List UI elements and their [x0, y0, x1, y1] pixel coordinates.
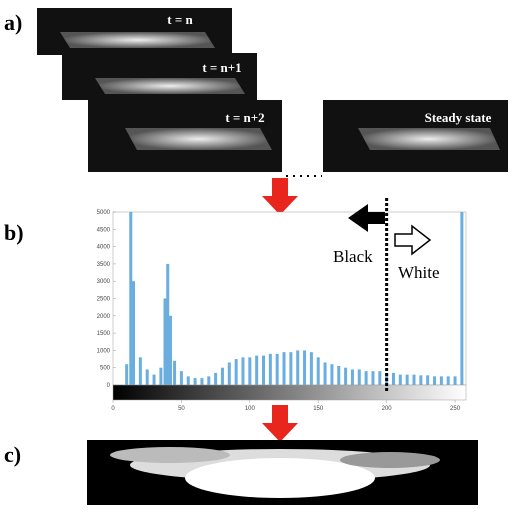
y-tick-label: 4500: [97, 227, 111, 233]
bar: [166, 263, 170, 385]
bar: [159, 367, 163, 385]
bar: [125, 364, 129, 385]
annotation: Black: [333, 247, 373, 266]
bar: [152, 374, 156, 385]
bar: [378, 371, 382, 385]
bar: [275, 353, 279, 385]
bar: [364, 371, 368, 385]
y-tick-label: 1000: [97, 348, 111, 354]
x-tick-label: 250: [450, 406, 461, 412]
bar: [248, 357, 252, 385]
bar: [193, 378, 197, 385]
frame: [323, 100, 508, 172]
y-tick-label: 5000: [97, 210, 111, 216]
bar: [426, 375, 430, 385]
histogram: 0500100015002000250030003500400045005000…: [97, 198, 467, 412]
bar: [200, 378, 204, 385]
y-tick-label: 2500: [97, 297, 111, 303]
bar: [262, 355, 266, 385]
bar: [405, 374, 409, 385]
bar: [433, 376, 437, 385]
bar: [227, 362, 231, 385]
frame-label: t = n: [167, 12, 193, 27]
bar: [357, 369, 361, 385]
y-tick-label: 3000: [97, 279, 111, 285]
bar: [330, 364, 334, 385]
frame-label: t = n+2: [225, 110, 264, 125]
arrow-black: [348, 204, 385, 232]
bar: [132, 281, 136, 385]
x-tick-label: 150: [313, 406, 324, 412]
bar: [419, 375, 423, 385]
panel-label: a): [4, 10, 22, 35]
y-tick-label: 500: [100, 366, 111, 372]
bar: [439, 376, 443, 385]
bar: [186, 376, 190, 385]
x-tick-label: 50: [178, 406, 185, 412]
bar: [371, 371, 375, 385]
y-tick-label: 3500: [97, 262, 111, 268]
bar: [214, 372, 218, 385]
colorbar: [112, 384, 467, 401]
bar: [350, 369, 354, 385]
frame: [37, 8, 232, 55]
bar: [163, 298, 167, 385]
bar: [129, 212, 133, 385]
bar: [282, 352, 286, 385]
bar: [220, 367, 224, 385]
frame: [62, 53, 257, 100]
bar: [309, 352, 313, 385]
bar: [145, 369, 149, 385]
bar: [296, 350, 300, 385]
x-tick-label: 200: [382, 406, 393, 412]
bar: [323, 362, 327, 385]
arrow-white: [394, 224, 432, 256]
bar: [344, 367, 348, 385]
panel-label: b): [4, 220, 24, 245]
frame: [88, 100, 282, 172]
frame-label: t = n+1: [202, 60, 241, 75]
bar: [446, 376, 450, 385]
bar: [268, 353, 272, 385]
y-tick-label: 0: [107, 383, 111, 389]
bar: [179, 371, 183, 385]
bar: [255, 355, 259, 385]
panel-label: c): [4, 442, 21, 467]
bar: [241, 357, 245, 385]
x-tick-label: 0: [111, 406, 115, 412]
bar: [337, 365, 341, 385]
annotation: White: [398, 263, 440, 282]
bar: [316, 357, 320, 385]
y-tick-label: 1500: [97, 331, 111, 337]
bar: [234, 359, 238, 385]
y-tick-label: 2000: [97, 314, 111, 320]
x-tick-label: 100: [245, 406, 256, 412]
bar: [207, 376, 211, 385]
arrow: [262, 405, 298, 442]
y-tick-label: 4000: [97, 245, 111, 251]
bar: [460, 212, 464, 385]
binary-image: [87, 440, 478, 505]
bar: [173, 360, 177, 385]
arrow: [262, 178, 298, 215]
bar: [289, 352, 293, 385]
bar: [303, 350, 307, 385]
bar: [412, 374, 416, 385]
bar: [168, 315, 172, 385]
bar: [453, 376, 457, 385]
bar: [391, 372, 395, 385]
bar: [398, 374, 402, 385]
bar: [138, 357, 142, 385]
frame-label: Steady state: [425, 110, 492, 125]
